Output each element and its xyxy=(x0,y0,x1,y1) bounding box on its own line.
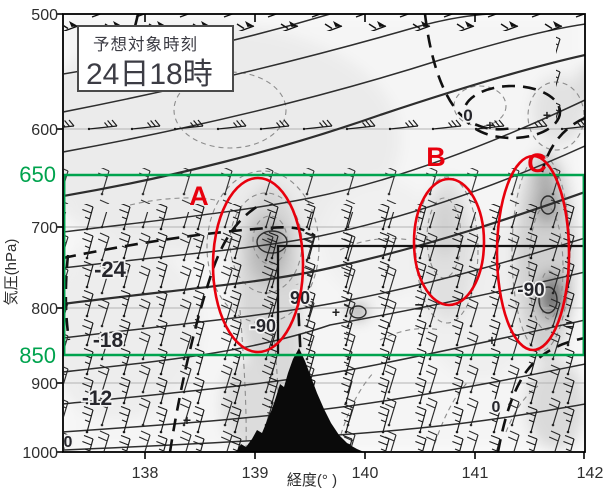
contour-label-zero-top: 0 xyxy=(463,106,472,125)
x-tick-139: 139 xyxy=(242,465,269,482)
y-tick-700: 700 xyxy=(31,220,58,237)
green-level-650-label: 650 xyxy=(19,162,56,187)
y-axis-tick-labels: 500 600 700 800 900 1000 xyxy=(22,7,58,462)
x-tick-138: 138 xyxy=(132,465,159,482)
equals-mark: = xyxy=(566,317,575,334)
plus-mark: + xyxy=(183,412,191,428)
contour-label-minus12: -12 xyxy=(82,387,112,410)
forecast-time-box: 予想対象時刻 24日18時 xyxy=(77,25,234,92)
y-tick-600: 600 xyxy=(31,122,58,139)
y-tick-800: 800 xyxy=(31,301,58,318)
y-tick-1000: 1000 xyxy=(22,445,58,462)
wind-barbs-600hpa-row xyxy=(64,119,584,136)
x-axis-title: 経度(° ) xyxy=(287,472,337,489)
plus-mark: + xyxy=(332,304,340,320)
contour-label-minus90-right: -90 xyxy=(517,280,544,301)
region-label-C: C xyxy=(527,148,547,178)
axis-ticks xyxy=(56,13,585,459)
mountain-silhouette xyxy=(236,348,363,452)
plus-mark: + xyxy=(486,117,494,133)
wind-barbs-right-edge xyxy=(556,30,584,120)
x-tick-142: 142 xyxy=(577,465,604,482)
region-label-B: B xyxy=(426,142,446,172)
region-ellipse-B xyxy=(412,177,486,307)
plus-mark: + xyxy=(488,332,496,348)
x-axis-tick-labels: 138 139 140 141 142 xyxy=(132,465,604,482)
contour-label-zero-bottom-left: 0 xyxy=(64,434,73,451)
y-tick-900: 900 xyxy=(31,376,58,393)
forecast-time-value: 24日18時 xyxy=(86,58,213,91)
contour-label-minus90-left: -90 xyxy=(250,316,276,336)
x-tick-140: 140 xyxy=(352,465,379,482)
region-ellipse-A xyxy=(211,176,305,354)
equals-mark: = xyxy=(415,299,424,316)
y-axis-title: 気圧(hPa) xyxy=(3,239,20,306)
plus-mark: + xyxy=(543,107,551,123)
contour-label-minus24: -24 xyxy=(94,257,127,282)
x-tick-141: 141 xyxy=(462,465,489,482)
green-band-box xyxy=(62,173,586,357)
y-tick-500: 500 xyxy=(31,7,58,24)
contour-label-minus18: -18 xyxy=(93,329,124,352)
contour-label-zero-bottom-right: 0 xyxy=(492,399,501,416)
green-level-850-label: 850 xyxy=(19,343,56,368)
contour-value-labels: -24 -18 -12 -90 90 -90 0 0 0 + + + + + =… xyxy=(62,104,575,453)
plot-border xyxy=(62,13,586,453)
region-ellipse-C xyxy=(495,154,571,352)
region-label-A: A xyxy=(189,181,209,211)
forecast-time-title: 予想対象時刻 xyxy=(93,35,198,54)
region-ellipses xyxy=(211,154,571,354)
